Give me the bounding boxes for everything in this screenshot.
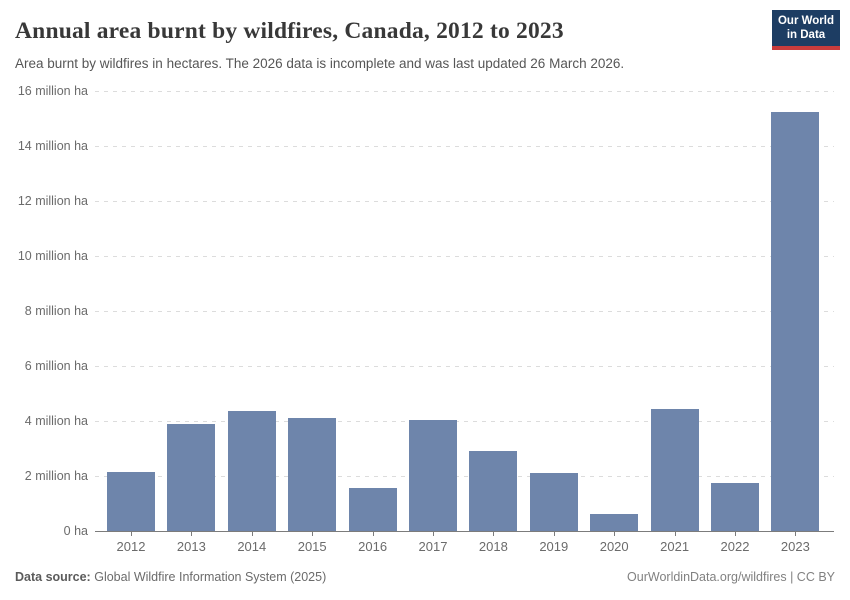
- x-axis-tick-label-2020: 2020: [599, 539, 629, 554]
- y-axis-tick-label: 8 million ha: [24, 304, 88, 318]
- gridline-10: [95, 256, 834, 257]
- x-axis-tick-mark: [674, 532, 676, 536]
- x-axis-tick-label-2016: 2016: [358, 539, 388, 554]
- bar-2017[interactable]: [409, 419, 457, 531]
- bar-2018[interactable]: [469, 451, 518, 531]
- gridline-16: [95, 91, 834, 92]
- bar-2019[interactable]: [529, 473, 578, 531]
- y-axis-tick-label: 14 million ha: [17, 139, 88, 153]
- gridline-6: [95, 366, 834, 367]
- x-axis-tick-mark: [795, 532, 797, 536]
- x-axis-tick-mark: [191, 532, 193, 536]
- data-source-note: Data source: Global Wildfire Information…: [15, 570, 326, 584]
- x-axis-tick-mark: [372, 532, 374, 536]
- x-axis-tick-label-2021: 2021: [660, 539, 690, 554]
- bar-2012[interactable]: [107, 471, 155, 531]
- x-axis-tick-mark: [553, 532, 555, 536]
- data-source-label: Data source:: [15, 570, 91, 584]
- x-axis-tick-mark: [251, 532, 253, 536]
- y-axis-tick-label: 12 million ha: [17, 194, 88, 208]
- x-axis-tick-mark: [735, 532, 736, 536]
- y-axis-tick-label: 10 million ha: [17, 249, 88, 263]
- data-source-value: Global Wildfire Information System (2025…: [94, 570, 327, 584]
- x-axis-tick-label-2017: 2017: [418, 539, 448, 554]
- x-axis-tick-label-2014: 2014: [237, 539, 267, 554]
- x-axis-tick-mark: [493, 532, 495, 536]
- owid-logo-line1: Our World: [777, 15, 834, 27]
- x-axis-tick-label-2013: 2013: [176, 539, 206, 554]
- y-axis-tick-label: 2 million ha: [24, 469, 88, 483]
- x-axis-tick-mark: [312, 532, 314, 536]
- x-axis-tick-mark: [131, 532, 132, 536]
- x-axis-tick-label-2019: 2019: [539, 539, 569, 554]
- bar-2022[interactable]: [711, 482, 759, 531]
- owid-logo-line2: in Data: [786, 29, 826, 41]
- chart-title: Annual area burnt by wildfires, Canada, …: [15, 18, 564, 44]
- y-axis-tick-label: 6 million ha: [24, 359, 88, 373]
- x-axis-tick-label-2022: 2022: [720, 539, 750, 554]
- owid-logo[interactable]: Our World in Data: [772, 10, 840, 50]
- owid-license-link[interactable]: OurWorldinData.org/wildfires | CC BY: [627, 570, 835, 584]
- y-axis-tick-label: 16 million ha: [17, 84, 88, 98]
- gridline-14: [95, 146, 834, 147]
- gridline-4: [95, 421, 834, 422]
- bar-2015[interactable]: [288, 418, 337, 531]
- gridline-8: [95, 311, 834, 312]
- bar-2013[interactable]: [167, 423, 216, 531]
- x-axis-tick-label-2015: 2015: [297, 539, 327, 554]
- x-axis-tick-mark: [433, 532, 434, 536]
- x-axis-tick-label-2012: 2012: [116, 539, 146, 554]
- x-axis-line: [95, 531, 834, 532]
- x-axis-tick-label-2023: 2023: [780, 539, 810, 554]
- bar-2020[interactable]: [590, 513, 639, 531]
- chart-subtitle: Area burnt by wildfires in hectares. The…: [15, 56, 625, 71]
- y-axis-tick-label: 0 ha: [63, 524, 88, 538]
- bar-2014[interactable]: [227, 411, 276, 531]
- y-axis-tick-label: 4 million ha: [24, 414, 88, 428]
- x-axis-tick-label-2018: 2018: [478, 539, 508, 554]
- gridline-12: [95, 201, 834, 202]
- gridline-2: [95, 476, 834, 477]
- x-axis-tick-mark: [614, 532, 616, 536]
- bar-2016[interactable]: [348, 488, 397, 531]
- bar-2021[interactable]: [650, 408, 699, 531]
- bar-2023[interactable]: [771, 111, 820, 531]
